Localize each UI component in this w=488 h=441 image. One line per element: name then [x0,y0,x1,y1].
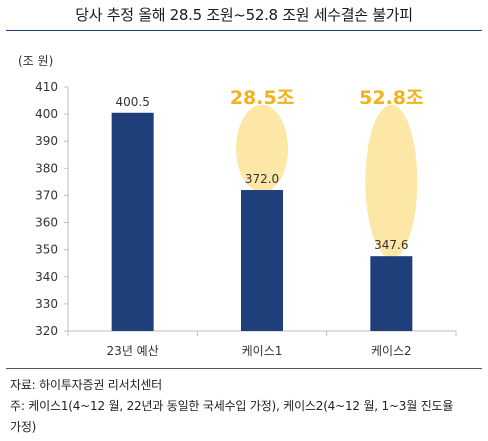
y-tick-label: 330 [35,297,58,311]
x-category-label: 케이스1 [242,344,283,358]
y-axis-unit-label: (조 원) [18,54,54,68]
bar [241,190,283,331]
bar-chart: 320 330 340 350 360 370 380 390 400 410 400.5 23년 예… [35,80,457,358]
y-tick-label: 350 [35,243,58,257]
chart-title: 당사 추정 올해 28.5 조원~52.8 조원 세수결손 불가피 [75,6,413,24]
notes-divider [6,368,482,369]
bar [370,256,413,331]
gap-highlight-ellipse [365,104,418,259]
y-tick-label: 320 [35,324,58,338]
y-tick-label: 340 [35,270,58,284]
gap-highlight-ellipse [236,104,288,193]
bar-value-label: 372.0 [245,172,279,186]
bar [111,112,154,331]
gap-annotation-label: 28.5조 [230,87,294,109]
bar-value-label: 347.6 [374,238,408,252]
source-note: 자료: 하이투자증권 리서치센터 [10,378,162,392]
y-tick-label: 400 [35,107,58,121]
y-tick-label: 410 [35,80,58,94]
x-category-label: 케이스2 [371,344,412,358]
y-tick-label: 370 [35,188,58,202]
title-divider [6,30,482,31]
footnote-line-2: 가정) [10,420,37,434]
y-tick-label: 360 [35,216,58,230]
x-category-label: 23년 예산 [107,344,159,358]
footnote-line-1: 주: 케이스1(4~12 월, 22년과 동일한 국세수입 가정), 케이스2(… [10,399,454,413]
y-tick-label: 390 [35,134,58,148]
bar-value-label: 400.5 [115,95,149,109]
gap-annotation-label: 52.8조 [359,87,423,109]
y-tick-label: 380 [35,161,58,175]
